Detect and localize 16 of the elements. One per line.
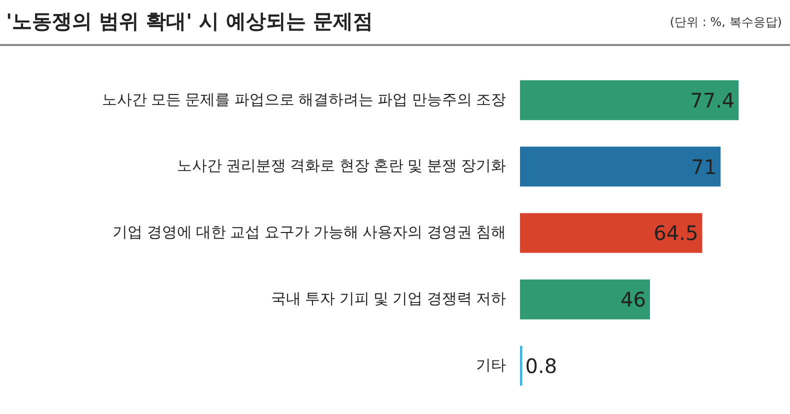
y-tick-label: 기업 경영에 대한 교섭 요구가 가능해 사용자의 경영권 침해 [112, 224, 506, 242]
y-tick-label: 국내 투자 기피 및 기업 경쟁력 저하 [270, 290, 506, 308]
y-tick-label: 노사간 모든 문제를 파업으로 해결하려는 파업 만능주의 조장 [102, 91, 506, 108]
data-label: 46 [620, 288, 646, 312]
data-label: 0.8 [525, 354, 558, 378]
bar [520, 80, 739, 120]
bar [520, 279, 650, 320]
bar [520, 213, 702, 253]
text: (단위 : %, 복수응답) [670, 14, 782, 31]
y-tick-label: 노사간 권리분쟁 격화로 현장 혼란 및 분쟁 장기화 [176, 158, 506, 175]
y-tick-label: 기타 [476, 356, 506, 374]
data-label: 77.4 [690, 88, 735, 112]
data-label: 64.5 [654, 221, 698, 246]
bar [520, 146, 721, 187]
data-label: 71 [691, 154, 717, 179]
text: '노동쟁의 범위 확대' 시 예상되는 문제점 [6, 8, 374, 35]
